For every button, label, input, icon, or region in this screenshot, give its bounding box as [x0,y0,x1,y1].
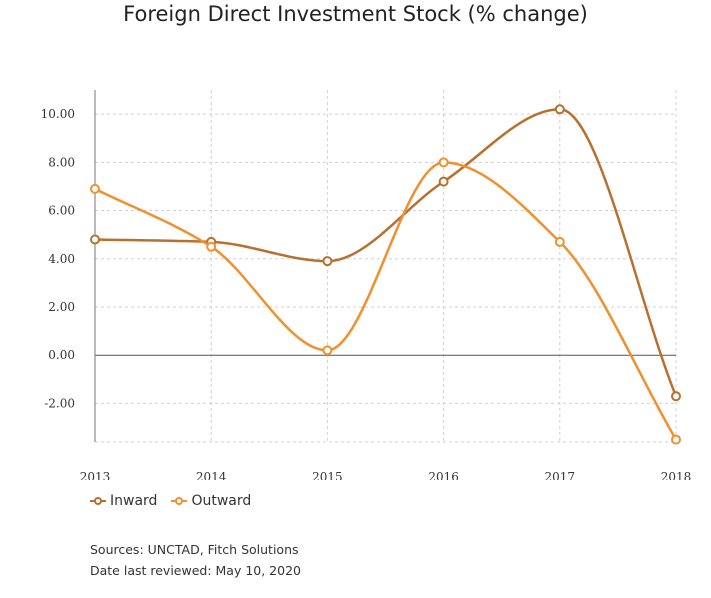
series-line-inward [94,108,678,397]
data-point-inward[interactable] [438,176,449,187]
legend-label: Inward [110,493,158,509]
data-point-inward[interactable] [554,104,565,115]
chart-title: Foreign Direct Investment Stock (% chang… [123,2,588,26]
legend-marker-icon [171,497,188,505]
data-point-inward[interactable] [322,256,333,267]
y-tick-label: 10.00 [41,107,75,121]
x-tick-label: 2016 [428,470,459,480]
legend-label: Outward [191,493,252,509]
y-tick-label: 2.00 [48,300,75,314]
y-tick-label: 8.00 [48,155,75,169]
reviewed-text: Date last reviewed: May 10, 2020 [90,563,301,578]
legend: Inward Outward [90,493,251,509]
data-point-outward[interactable] [438,157,449,168]
line-chart: 10.00 8.00 6.00 4.00 2.00 0.00 -2.00 2013 2014 20… [41,90,692,480]
data-point-outward[interactable] [554,236,565,247]
data-point-outward[interactable] [671,434,681,445]
tick-labels: 10.00 8.00 6.00 4.00 2.00 0.00 -2.00 2013 2014 20… [41,107,692,480]
y-tick-label: 0.00 [48,348,75,362]
legend-item-inward[interactable]: Inward [90,493,157,509]
y-tick-label: -2.00 [44,396,75,410]
series-line-outward [94,161,678,441]
x-tick-label: 2018 [661,470,692,480]
footer-notes: Sources: UNCTAD, Fitch Solutions Date la… [90,539,301,581]
axes [94,90,676,442]
sources-text: Sources: UNCTAD, Fitch Solutions [90,542,299,557]
data-point-outward[interactable] [90,183,100,194]
series [90,104,681,445]
x-tick-label: 2014 [196,470,227,480]
data-point-outward[interactable] [206,241,217,252]
x-tick-label: 2013 [80,470,111,480]
x-tick-label: 2017 [545,470,576,480]
x-tick-label: 2015 [312,470,343,480]
data-point-inward[interactable] [90,234,100,245]
legend-marker-icon [90,497,106,505]
data-point-inward[interactable] [671,391,681,402]
y-tick-label: 6.00 [48,204,75,218]
y-tick-label: 4.00 [48,252,75,266]
legend-item-outward[interactable]: Outward [171,493,251,509]
data-point-outward[interactable] [322,345,333,356]
